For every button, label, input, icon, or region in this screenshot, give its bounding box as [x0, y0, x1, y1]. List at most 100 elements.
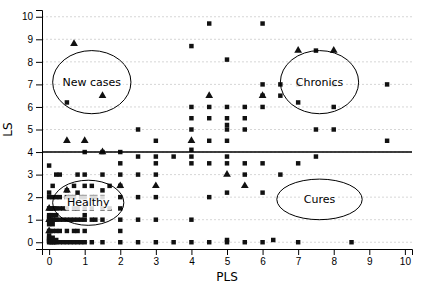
square-point — [171, 240, 175, 244]
square-point — [50, 222, 54, 226]
tick-label: 5 — [27, 124, 33, 135]
annotations: New cases Chronics Healthy Cures — [61, 75, 346, 211]
tick-label: 5 — [225, 256, 231, 267]
square-point — [278, 93, 282, 97]
tick: 9 — [367, 249, 373, 267]
tick-mark — [405, 249, 406, 255]
square-point — [225, 190, 229, 194]
tick: 2 — [118, 249, 124, 267]
marks — [42, 21, 412, 244]
square-point — [225, 127, 229, 131]
reference-line — [42, 151, 412, 152]
tick-label: 4 — [189, 256, 195, 267]
annotation: Chronics — [294, 75, 346, 90]
tick-mark — [36, 130, 42, 131]
square-point — [189, 154, 193, 158]
square-point — [58, 172, 62, 176]
tick-mark — [36, 39, 42, 40]
tick: 3 — [27, 169, 42, 180]
tick-mark — [156, 249, 157, 255]
tick-mark — [263, 249, 264, 255]
square-point — [136, 195, 140, 199]
triangle-point — [63, 186, 71, 193]
square-point — [90, 240, 94, 244]
square-point — [75, 190, 79, 194]
square-point — [58, 195, 62, 199]
tick-mark — [36, 197, 42, 198]
tick: 4 — [27, 147, 42, 158]
tick-label: 7 — [27, 79, 33, 90]
square-point — [207, 195, 211, 199]
tick-label: 2 — [118, 256, 124, 267]
square-point — [82, 240, 86, 244]
square-point — [385, 82, 389, 86]
tick: 5 — [225, 249, 231, 267]
tick-mark — [36, 62, 42, 63]
triangle-point — [241, 181, 249, 188]
square-point — [118, 240, 122, 244]
tick: 7 — [27, 79, 42, 90]
square-point — [136, 154, 140, 158]
square-point — [296, 240, 300, 244]
square-point — [243, 240, 247, 244]
square-point — [118, 172, 122, 176]
axis-line — [43, 250, 413, 256]
tick: 0 — [47, 249, 53, 267]
tick-label: 3 — [27, 169, 33, 180]
square-point — [243, 172, 247, 176]
tick: 10 — [22, 11, 42, 22]
tick: 4 — [189, 249, 195, 267]
square-point — [207, 105, 211, 109]
square-point — [82, 217, 86, 221]
square-point — [260, 82, 264, 86]
square-point — [260, 190, 264, 194]
square-point — [82, 184, 86, 188]
tick-label: 1 — [27, 214, 33, 225]
annotation-label: Cures — [304, 193, 336, 206]
grid — [42, 17, 412, 242]
square-point — [314, 154, 318, 158]
tick-mark — [334, 249, 335, 255]
square-point — [225, 116, 229, 120]
triangle-point — [99, 148, 107, 155]
square-point — [296, 100, 300, 104]
annotation-label: Healthy — [67, 196, 110, 209]
square-point — [260, 161, 264, 165]
triangle-point — [223, 170, 231, 177]
square-point — [82, 172, 86, 176]
tick: 1 — [27, 214, 42, 225]
tick-mark — [120, 249, 121, 255]
square-point — [100, 172, 104, 176]
tick-label: 0 — [27, 237, 33, 248]
tick-label: 1 — [82, 256, 88, 267]
y-axis-title: LS — [1, 122, 15, 136]
square-point — [189, 127, 193, 131]
label-background — [61, 75, 124, 90]
square-point — [189, 116, 193, 120]
y-axis: 012345678910 — [22, 11, 43, 250]
square-point — [331, 105, 335, 109]
tick-mark — [227, 249, 228, 255]
tick: 2 — [27, 192, 42, 203]
triangle-point — [81, 136, 89, 143]
tick-label: 8 — [331, 256, 337, 267]
square-point — [243, 161, 247, 165]
square-point — [243, 116, 247, 120]
ellipse — [53, 180, 124, 225]
tick-mark — [36, 107, 42, 108]
tick-label: 3 — [154, 256, 160, 267]
tick-label: 8 — [27, 57, 33, 68]
tick: 3 — [154, 249, 160, 267]
square-point — [154, 154, 158, 158]
square-point — [207, 240, 211, 244]
square-point — [243, 127, 247, 131]
square-point — [100, 240, 104, 244]
triangle-point — [188, 136, 196, 143]
tick-label: 2 — [27, 192, 33, 203]
annotation: New cases — [61, 75, 124, 90]
ellipse — [53, 51, 131, 114]
square-point — [154, 139, 158, 143]
square-point — [189, 240, 193, 244]
square-point — [82, 229, 86, 233]
square-point — [136, 217, 140, 221]
